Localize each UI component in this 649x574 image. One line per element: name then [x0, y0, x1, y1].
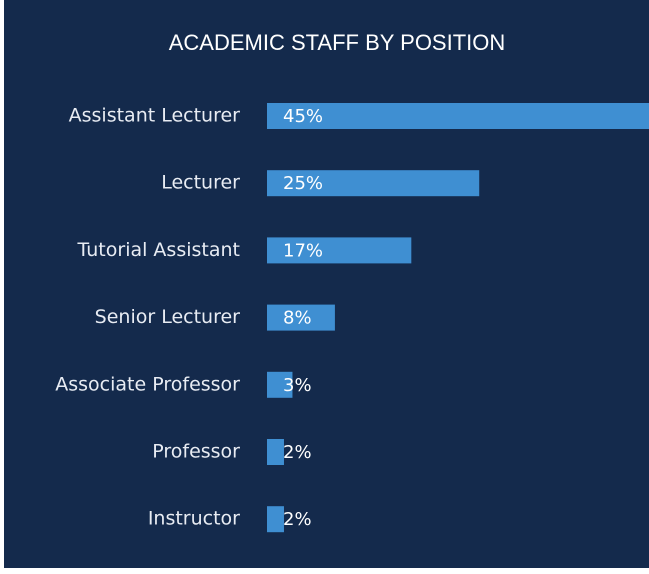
value-label: 17% — [283, 240, 323, 261]
bar — [267, 237, 412, 264]
value-label: 8% — [283, 308, 312, 329]
bar — [267, 506, 284, 533]
bar — [267, 304, 335, 331]
value-label: 2% — [283, 509, 312, 530]
value-label: 45% — [283, 106, 323, 127]
category-label: Tutorial Assistant — [77, 239, 240, 261]
category-label: Lecturer — [161, 172, 240, 194]
chart-background — [4, 0, 649, 568]
category-label: Instructor — [148, 508, 240, 530]
category-label: Professor — [152, 441, 240, 463]
chart-title: ACADEMIC STAFF BY POSITION — [169, 30, 506, 55]
value-label: 25% — [283, 173, 323, 194]
bar — [267, 170, 480, 197]
category-label: Senior Lecturer — [95, 306, 241, 328]
bar — [267, 103, 649, 129]
bar — [267, 371, 293, 398]
value-label: 3% — [283, 375, 312, 396]
bar — [267, 439, 284, 465]
value-label: 2% — [283, 442, 312, 463]
category-label: Assistant Lecturer — [69, 105, 241, 127]
category-label: Associate Professor — [55, 373, 240, 395]
